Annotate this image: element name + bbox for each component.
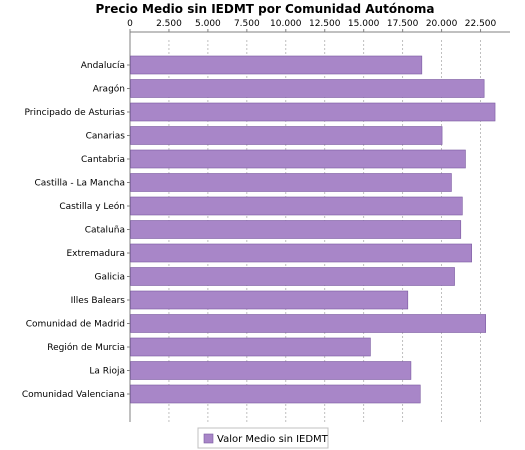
x-tick-label: 17.500 (387, 19, 419, 29)
bar (130, 361, 412, 380)
category-label: La Rioja (89, 367, 125, 377)
category-label: Galicia (95, 273, 125, 283)
category-label: Comunidad de Madrid (26, 320, 125, 330)
bar (130, 314, 487, 333)
x-tick-label: 7.500 (234, 19, 260, 29)
chart-title: Precio Medio sin IEDMT por Comunidad Aut… (96, 2, 435, 16)
legend-label: Valor Medio sin IEDMT (217, 434, 329, 445)
bar (130, 384, 421, 404)
bar (130, 79, 485, 98)
category-label: Extremadura (67, 249, 126, 259)
bar (130, 126, 443, 145)
category-label: Aragón (93, 84, 125, 95)
x-tick-label: 15.000 (348, 19, 380, 29)
x-tick-label: 5.000 (195, 19, 221, 29)
x-tick-label: 20.000 (426, 19, 458, 29)
category-label: Castilla - La Mancha (34, 179, 125, 189)
bar (130, 102, 496, 122)
bar (130, 337, 371, 357)
x-axis: 0 2.500 5.000 7.500 10.000 12.500 15.000 17.500… (127, 19, 510, 422)
bar (130, 220, 462, 239)
category-label: Andalucía (81, 61, 125, 71)
bars (130, 55, 496, 404)
category-label: Principado de Asturias (24, 108, 125, 118)
bar (130, 173, 452, 192)
bar (130, 267, 455, 286)
bar (130, 196, 463, 216)
x-tick-label: 10.000 (270, 19, 302, 29)
x-tick-label: 0 (127, 19, 133, 29)
bar (130, 290, 409, 310)
legend: Valor Medio sin IEDMT (197, 427, 329, 449)
bar (130, 149, 466, 169)
category-labels: Andalucía Aragón Principado de Asturias Can… (22, 61, 130, 400)
bar (130, 243, 472, 263)
x-tick-label: 2.500 (156, 19, 182, 29)
category-label: Región de Murcia (47, 342, 125, 353)
legend-swatch (203, 433, 214, 444)
x-tick-label: 12.500 (309, 19, 341, 29)
category-label: Canarias (86, 132, 126, 142)
category-label: Cantabria (81, 155, 125, 165)
bar (130, 55, 423, 75)
x-tick-label: 22.500 (465, 19, 497, 29)
category-label: Illes Balears (71, 296, 126, 306)
category-label: Castilla y León (59, 201, 125, 212)
category-label: Comunidad Valenciana (22, 390, 125, 400)
category-label: Cataluña (85, 226, 125, 236)
legend-box (197, 427, 329, 449)
